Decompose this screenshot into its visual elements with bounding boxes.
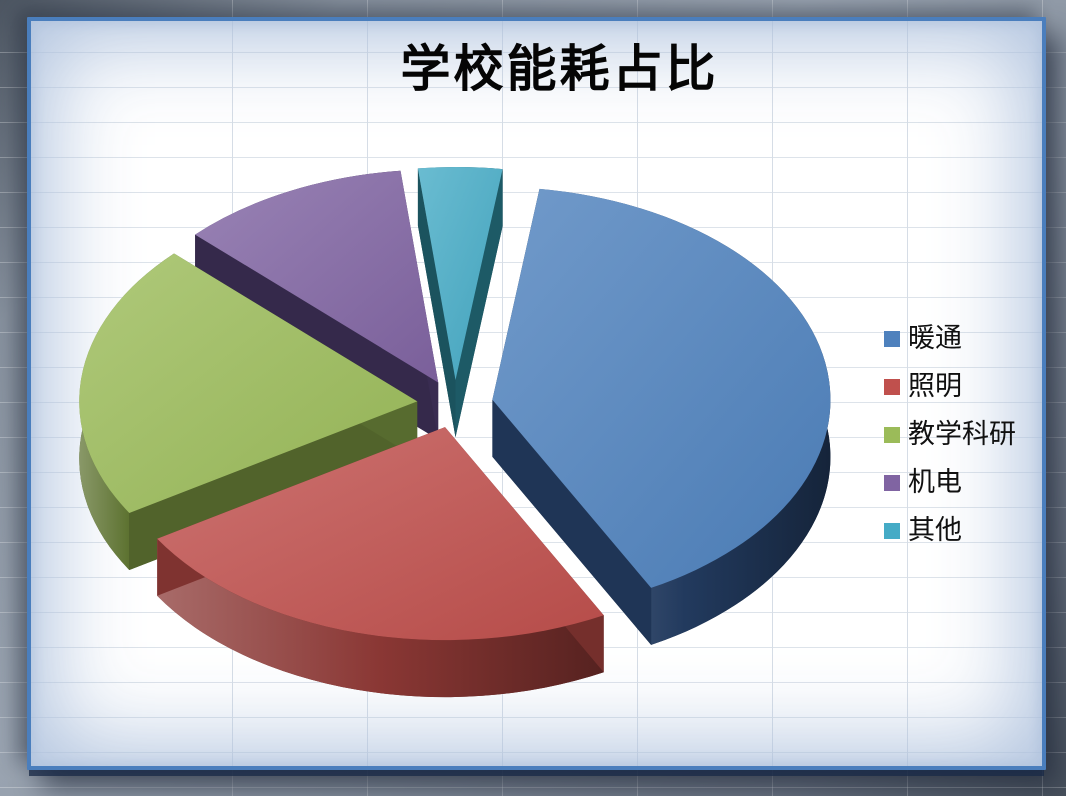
legend-item-3[interactable]: 教学科研: [884, 419, 1016, 450]
legend-label: 机电: [908, 467, 962, 497]
pie-slice-2[interactable]: [157, 427, 604, 641]
legend-item-4[interactable]: 机电: [884, 467, 1016, 498]
pie-slice-1[interactable]: [492, 399, 652, 645]
legend-swatch-icon: [884, 378, 900, 395]
legend-swatch-icon: [884, 426, 900, 443]
legend-item-2[interactable]: 照明: [884, 371, 1016, 402]
pie-slice-5[interactable]: [455, 169, 503, 438]
pie-slice-3[interactable]: [79, 253, 418, 514]
legend-swatch-icon: [884, 330, 900, 347]
legend-item-1[interactable]: 暖通: [884, 323, 1016, 354]
framed-chart-panel[interactable]: 学校能耗占比 暖通照明教学科研机电其他: [27, 17, 1046, 770]
legend-swatch-icon: [884, 522, 900, 539]
legend-label: 暖通: [908, 323, 962, 353]
legend-label: 教学科研: [908, 419, 1016, 449]
chart-legend: 暖通照明教学科研机电其他: [884, 323, 1016, 546]
pie-slice-2[interactable]: [157, 538, 604, 698]
legend-item-5[interactable]: 其他: [884, 515, 1016, 546]
pie-slice-1[interactable]: [492, 188, 831, 588]
legend-label: 其他: [908, 515, 962, 545]
pie-3d-chart: [79, 167, 831, 698]
legend-label: 照明: [908, 371, 962, 401]
pie-slice-5[interactable]: [417, 168, 456, 438]
pie-slice-4[interactable]: [195, 170, 439, 383]
pie-slice-5[interactable]: [417, 167, 503, 381]
legend-swatch-icon: [884, 474, 900, 491]
chart-title[interactable]: 学校能耗占比: [400, 41, 719, 97]
